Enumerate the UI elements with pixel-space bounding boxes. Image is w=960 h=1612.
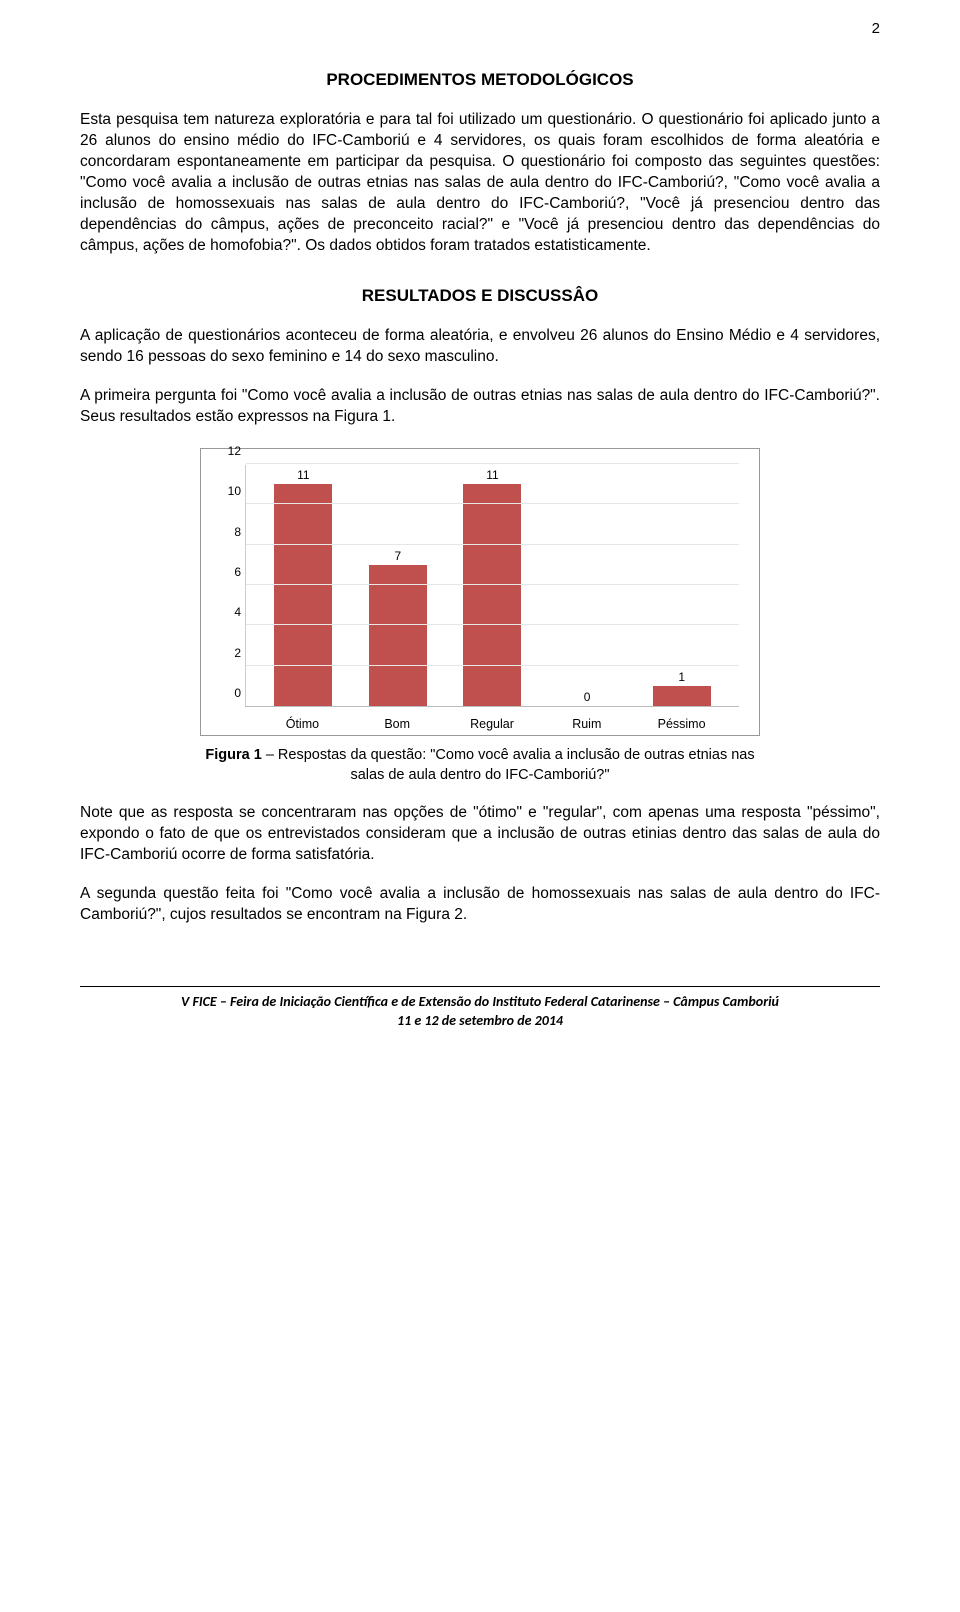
chart-xtick-label: Ótimo — [272, 717, 332, 731]
paragraph-results-intro: A aplicação de questionários aconteceu d… — [80, 326, 880, 368]
chart-bar-column: 1 — [652, 670, 712, 706]
chart-gridline — [246, 463, 739, 464]
paragraph-methods: Esta pesquisa tem natureza exploratória … — [80, 110, 880, 256]
chart-gridline — [246, 503, 739, 504]
chart-bar — [653, 686, 711, 706]
chart-xtick-label: Péssimo — [652, 717, 712, 731]
chart-bar — [369, 565, 427, 706]
figure-1-caption-label: Figura 1 — [205, 747, 261, 763]
chart-ytick-label: 0 — [217, 686, 241, 700]
chart-xtick-label: Ruim — [557, 717, 617, 731]
chart-gridline — [246, 665, 739, 666]
chart-bar — [463, 484, 521, 706]
chart-bar-value-label: 11 — [486, 468, 498, 482]
chart-bar-value-label: 1 — [678, 670, 685, 684]
heading-resultados: RESULTADOS E DISCUSSÂO — [80, 286, 880, 306]
figure-1-caption-text: – Respostas da questão: "Como você avali… — [262, 747, 755, 783]
chart-bar-value-label: 11 — [297, 468, 309, 482]
figure-1-chart: 11 7 11 0 1 Ótimo Bom Regular Ruim Péssimo 0 2 4 6 8… — [200, 448, 760, 736]
chart-gridline — [246, 624, 739, 625]
heading-procedimentos: PROCEDIMENTOS METODOLÓGICOS — [80, 70, 880, 90]
chart-ytick-label: 10 — [217, 484, 241, 498]
chart-ytick-label: 6 — [217, 565, 241, 579]
chart-ytick-label: 4 — [217, 605, 241, 619]
page-number: 2 — [872, 20, 880, 37]
chart-ytick-label: 12 — [217, 444, 241, 458]
chart-gridline — [246, 584, 739, 585]
chart-ytick-label: 8 — [217, 525, 241, 539]
paragraph-question1: A primeira pergunta foi "Como você avali… — [80, 386, 880, 428]
figure-1-caption: Figura 1 – Respostas da questão: "Como v… — [200, 746, 760, 785]
chart-bar-column: 7 — [368, 549, 428, 706]
chart-xtick-label: Bom — [367, 717, 427, 731]
chart-xtick-label: Regular — [462, 717, 522, 731]
footer-line-2: 11 e 12 de setembro de 2014 — [80, 1012, 880, 1031]
paragraph-figure1-note: Note que as resposta se concentraram nas… — [80, 803, 880, 866]
chart-gridline — [246, 544, 739, 545]
chart-ytick-label: 2 — [217, 646, 241, 660]
page-footer: V FICE – Feira de Iniciação Científica e… — [80, 986, 880, 1031]
chart-bar-value-label: 7 — [395, 549, 402, 563]
footer-line-1: V FICE – Feira de Iniciação Científica e… — [80, 993, 880, 1012]
paragraph-question2: A segunda questão feita foi "Como você a… — [80, 884, 880, 926]
chart-bar — [274, 484, 332, 706]
chart-bar-column: 0 — [557, 690, 617, 706]
chart-bar-value-label: 0 — [584, 690, 591, 704]
